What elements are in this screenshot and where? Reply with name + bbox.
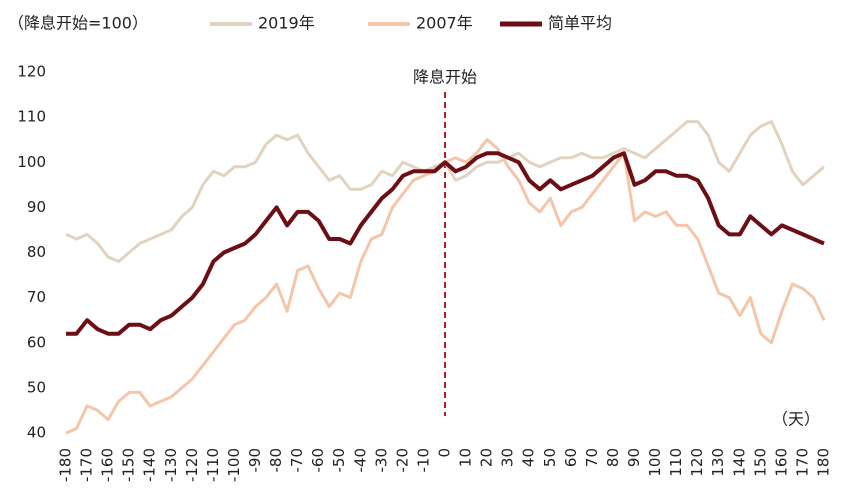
x-tick-label: -50 xyxy=(330,448,348,473)
x-tick-label: -160 xyxy=(99,448,117,482)
x-tick-label: 0 xyxy=(436,448,454,458)
x-tick-label: 170 xyxy=(793,448,811,477)
legend-label: 2007年 xyxy=(416,14,473,33)
x-tick-label: -120 xyxy=(183,448,201,482)
y-tick-label: 70 xyxy=(27,288,46,306)
y-tick-label: 60 xyxy=(27,333,46,351)
annotation: 降息开始 xyxy=(413,68,477,87)
x-tick-label: -110 xyxy=(204,448,222,482)
x-tick-label: 10 xyxy=(457,448,475,467)
legend-label: 2019年 xyxy=(258,14,315,33)
x-tick-label: -140 xyxy=(141,448,159,482)
x-tick-label: 40 xyxy=(520,448,538,467)
x-tick-label: 160 xyxy=(772,448,790,477)
x-tick-label: 60 xyxy=(562,448,580,467)
y-tick-label: 100 xyxy=(17,153,46,171)
y-tick-label: 40 xyxy=(27,424,46,442)
x-tick-label: 110 xyxy=(667,448,685,477)
x-unit: （天） xyxy=(772,410,820,429)
x-tick-label: 120 xyxy=(688,448,706,477)
y-tick-label: 80 xyxy=(27,243,46,261)
x-tick-label: 150 xyxy=(751,448,769,477)
x-tick-label: -170 xyxy=(78,448,96,482)
x-tick-label: -130 xyxy=(162,448,180,482)
x-tick-label: 100 xyxy=(646,448,664,477)
legend-title: （降息开始=100） xyxy=(8,14,148,33)
y-tick-label: 50 xyxy=(27,378,46,396)
x-tick-label: 50 xyxy=(541,448,559,467)
x-tick-label: -80 xyxy=(267,448,285,473)
x-tick-label: 140 xyxy=(730,448,748,477)
y-tick-label: 110 xyxy=(17,108,46,126)
x-tick-label: 70 xyxy=(583,448,601,467)
x-tick-label: -40 xyxy=(351,448,369,473)
x-tick-label: -100 xyxy=(225,448,243,482)
x-tick-label: 80 xyxy=(604,448,622,467)
x-tick-label: -90 xyxy=(246,448,264,473)
x-tick-label: -60 xyxy=(309,448,327,473)
x-tick-label: 20 xyxy=(478,448,496,467)
x-tick-label: 90 xyxy=(625,448,643,467)
x-tick-label: -20 xyxy=(393,448,411,473)
x-tick-label: 130 xyxy=(709,448,727,477)
x-tick-label: 30 xyxy=(499,448,517,467)
series-line xyxy=(66,151,825,336)
x-tick-label: -10 xyxy=(414,448,432,473)
y-tick-label: 90 xyxy=(27,198,46,216)
x-tick-label: -30 xyxy=(372,448,390,473)
x-tick-label: -70 xyxy=(288,448,306,473)
x-tick-label: 180 xyxy=(815,448,833,477)
legend-label: 简单平均 xyxy=(548,14,612,33)
x-tick-label: -180 xyxy=(57,448,75,482)
x-tick-label: -150 xyxy=(120,448,138,482)
y-tick-label: 120 xyxy=(17,63,46,81)
